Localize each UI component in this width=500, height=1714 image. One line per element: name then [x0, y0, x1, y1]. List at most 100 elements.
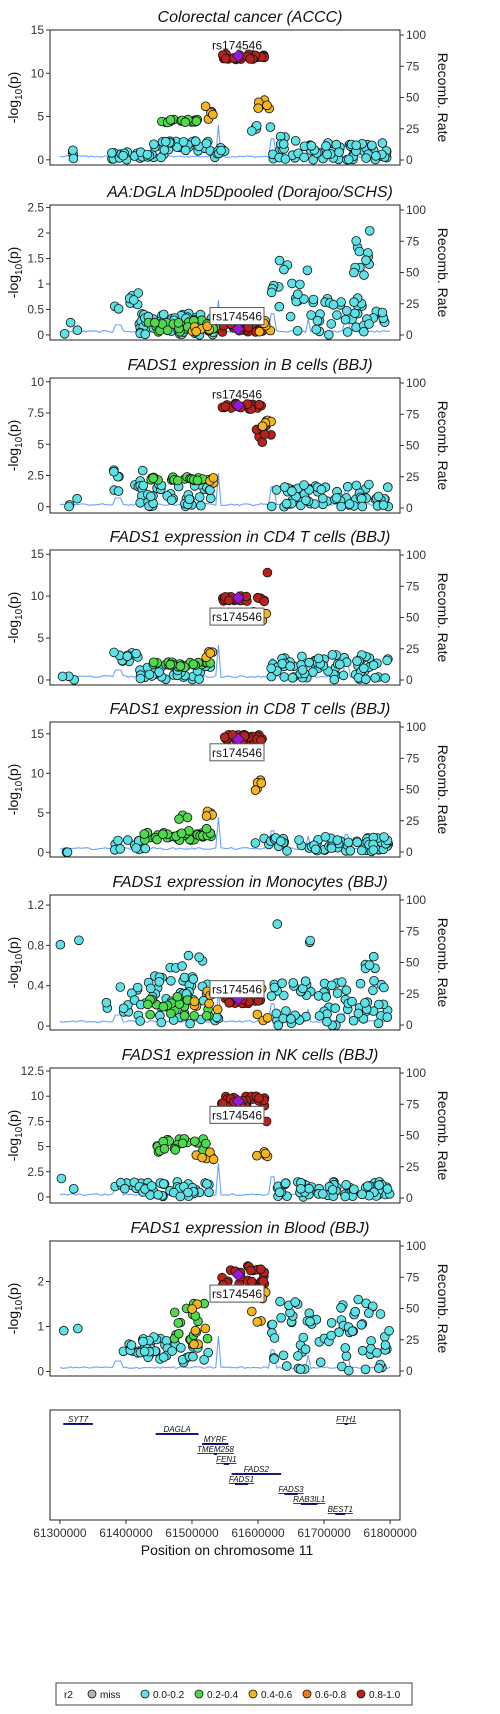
snp-point — [353, 1008, 364, 1019]
gene-label: FADS3 — [278, 1485, 304, 1494]
plot-frame — [49, 377, 401, 514]
panel-4: FADS1 expression in CD8 T cells (BBJ) 0 5 1… — [5, 701, 451, 859]
snp-point — [167, 1346, 177, 1356]
snp-point — [271, 485, 282, 495]
snp-point — [191, 326, 202, 337]
snp-point — [201, 823, 212, 834]
snp-point — [115, 982, 126, 992]
y-axis-title: -log10(p) — [5, 247, 25, 299]
snp-point — [64, 501, 74, 512]
recomb-tick-label: 0 — [406, 328, 413, 342]
lead-snp-label: rs174546 — [212, 1108, 262, 1122]
snp-point — [332, 310, 342, 320]
snp-point — [340, 314, 351, 325]
y-tick-label: 5 — [37, 110, 44, 124]
recomb-tick-label: 0 — [406, 1018, 413, 1032]
snp-point — [358, 663, 369, 674]
snp-point — [326, 1318, 337, 1328]
snp-point — [196, 500, 206, 511]
snp-point — [267, 1319, 278, 1330]
snp-point — [201, 1138, 211, 1149]
snp-point — [308, 294, 319, 305]
snp-point — [137, 465, 148, 476]
snp-point — [253, 103, 264, 113]
legend-swatch — [87, 1689, 97, 1699]
snp-point — [279, 672, 290, 682]
snp-point — [113, 835, 123, 846]
recomb-tick-label: 25 — [406, 122, 420, 136]
gene-label: TMEM258 — [197, 1445, 234, 1454]
snp-point — [274, 301, 285, 312]
legend-swatch — [140, 1689, 150, 1699]
snp-point — [254, 326, 265, 337]
lead-snp-label: rs174546 — [212, 746, 262, 760]
y-tick-label: 10 — [31, 375, 45, 389]
recomb-axis-title: Recomb. Rate — [435, 53, 451, 143]
snp-point — [59, 328, 70, 339]
snp-point — [360, 1364, 371, 1375]
snp-point — [276, 1313, 286, 1323]
recomb-axis-title: Recomb. Rate — [435, 401, 451, 491]
snp-point — [279, 264, 289, 275]
snp-point — [187, 1304, 197, 1314]
snp-point — [158, 1352, 169, 1362]
snp-point — [180, 145, 191, 156]
snp-point — [175, 1191, 186, 1202]
snp-point — [357, 501, 368, 512]
snp-point — [285, 311, 296, 322]
recomb-tick-label: 50 — [406, 611, 420, 625]
snp-point — [183, 950, 194, 961]
y-tick-label: 1 — [37, 1320, 44, 1334]
y-tick-label: 0 — [37, 328, 44, 342]
snp-point — [331, 493, 342, 503]
snp-point — [343, 837, 354, 848]
y-tick-label: 2 — [37, 226, 44, 240]
snp-point — [300, 976, 311, 986]
y-tick-label: 10 — [31, 766, 45, 780]
snp-point — [281, 498, 292, 509]
snp-point — [205, 648, 216, 658]
snp-point — [278, 139, 289, 149]
y-tick-label: 5 — [37, 1140, 44, 1154]
recomb-tick-label: 100 — [406, 1066, 426, 1080]
snp-point — [254, 1093, 264, 1103]
recomb-tick-label: 25 — [406, 297, 420, 311]
snp-point — [184, 494, 195, 505]
snp-point — [68, 145, 78, 156]
snp-point — [177, 1138, 188, 1149]
snp-point — [290, 1297, 301, 1307]
snp-point — [320, 831, 331, 842]
snp-point — [224, 595, 234, 606]
snp-point — [288, 978, 299, 988]
snp-point — [109, 647, 119, 658]
snp-point — [72, 325, 83, 336]
snp-point — [62, 847, 73, 857]
snp-point — [323, 329, 334, 340]
recomb-axis-title: Recomb. Rate — [435, 228, 451, 318]
snp-point — [220, 53, 231, 64]
y-tick-label: 5 — [37, 631, 44, 645]
snp-point — [201, 138, 212, 149]
x-tick-label: 61700000 — [297, 1526, 351, 1540]
snp-point — [350, 1306, 361, 1317]
snp-point — [123, 835, 133, 845]
y-tick-label: 0.5 — [27, 302, 44, 316]
snp-point — [373, 1018, 384, 1029]
legend-swatch — [302, 1689, 312, 1699]
snp-point — [188, 974, 199, 984]
snp-point — [292, 325, 303, 336]
x-axis: 61300000 61400000 61500000 61600000 61700000… — [33, 1520, 417, 1558]
snp-point — [300, 1344, 311, 1354]
snp-point — [322, 149, 333, 160]
snp-point — [203, 1347, 214, 1358]
snp-point — [160, 136, 171, 147]
snp-point — [68, 153, 79, 164]
snp-point — [368, 845, 379, 855]
snp-point — [158, 829, 168, 839]
snp-point — [315, 1357, 326, 1367]
snp-point — [109, 466, 119, 477]
recomb-tick-label: 75 — [406, 1097, 420, 1111]
snp-point — [257, 437, 268, 448]
y-tick-label: 0.4 — [27, 979, 44, 993]
recomb-tick-label: 75 — [406, 407, 420, 421]
